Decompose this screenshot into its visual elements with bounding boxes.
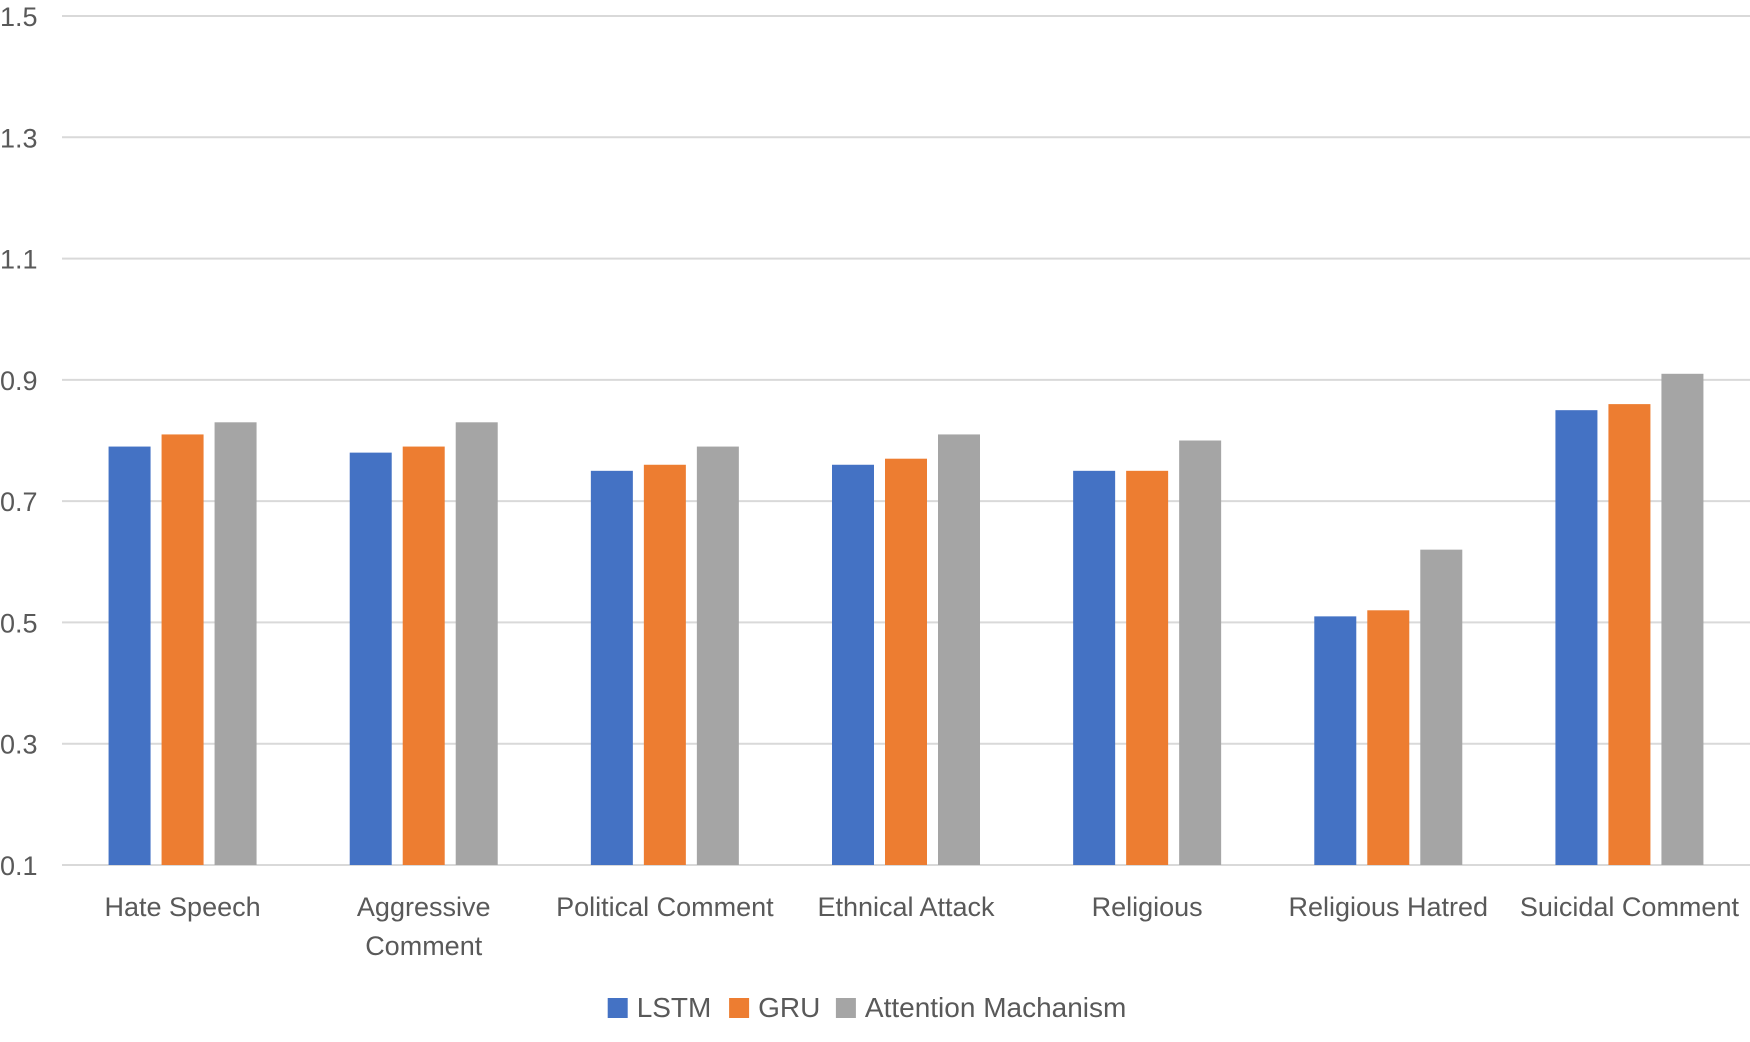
- y-tick-label: 0.1: [0, 851, 38, 881]
- bar-lstm: [1314, 616, 1357, 865]
- y-tick-label: 1.1: [0, 245, 38, 275]
- bar-gru: [643, 464, 686, 865]
- bar-gru: [1367, 610, 1410, 865]
- bar-attention-machanism: [1420, 549, 1463, 865]
- legend-label: GRU: [758, 992, 820, 1023]
- y-tick-label: 1.5: [0, 2, 38, 32]
- x-category-label: Hate Speech: [105, 892, 261, 922]
- x-category-label: Religious: [1092, 892, 1203, 922]
- bar-attention-machanism: [1661, 373, 1704, 865]
- y-tick-label: 0.5: [0, 608, 38, 638]
- legend-swatch-attention-machanism: [835, 998, 856, 1018]
- bar-lstm: [832, 464, 874, 865]
- bar-lstm: [108, 446, 151, 865]
- x-category-label: Religious Hatred: [1288, 892, 1488, 922]
- bars: [108, 373, 1704, 865]
- legend-label: Attention Machanism: [865, 992, 1126, 1023]
- legend-swatch-gru: [729, 998, 750, 1018]
- x-category-label: Comment: [365, 931, 483, 961]
- bar-gru: [402, 446, 445, 865]
- x-category-label: Suicidal Comment: [1520, 892, 1740, 922]
- x-axis-categories: Hate Speech Aggressive Comment Political Co…: [105, 892, 1740, 961]
- legend-swatch-lstm: [607, 998, 628, 1018]
- bar-lstm: [349, 452, 392, 865]
- bar-gru: [1608, 404, 1651, 865]
- y-axis-ticks: 0.1 0.3 0.5 0.7 0.9 1.1 1.3 1.5: [0, 2, 38, 881]
- bar-gru: [885, 458, 927, 865]
- legend-label: LSTM: [637, 992, 712, 1023]
- bar-attention-machanism: [455, 422, 498, 865]
- bar-gru: [161, 434, 204, 865]
- bar-attention-machanism: [938, 434, 980, 865]
- y-tick-label: 0.9: [0, 366, 38, 396]
- y-tick-label: 1.3: [0, 123, 38, 153]
- x-category-label: Political Comment: [556, 892, 774, 922]
- x-category-label: Aggressive: [357, 892, 491, 922]
- legend: LSTM GRU Attention Machanism: [607, 992, 1126, 1023]
- y-tick-label: 0.7: [0, 487, 38, 517]
- bar-attention-machanism: [1179, 440, 1222, 865]
- bar-gru: [1126, 470, 1169, 865]
- bar-lstm: [1555, 410, 1598, 865]
- x-category-label: Ethnical Attack: [817, 892, 995, 922]
- bar-attention-machanism: [696, 446, 739, 865]
- bar-lstm: [1073, 470, 1116, 865]
- bar-lstm: [590, 470, 633, 865]
- y-tick-label: 0.3: [0, 730, 38, 760]
- bar-attention-machanism: [214, 422, 257, 865]
